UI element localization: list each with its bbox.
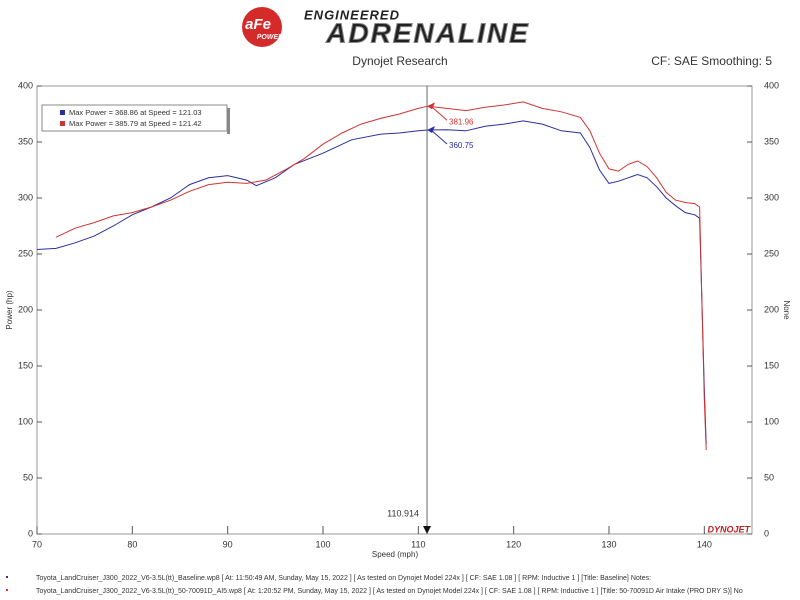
x-tick-label: 80: [127, 539, 137, 549]
x-tick-label: 100: [315, 539, 330, 549]
y-tick-label: 350: [18, 136, 33, 146]
x-tick-label: 140: [697, 539, 712, 549]
legend-swatch: [60, 121, 65, 126]
y2-tick-label: 0: [764, 528, 769, 538]
x-tick-label: 70: [32, 539, 42, 549]
legend-box: [41, 104, 228, 132]
x-tick-label: 120: [506, 539, 521, 549]
y-tick-label: 300: [18, 192, 33, 202]
footer-marker: [6, 576, 8, 578]
y2-tick-label: 350: [764, 136, 779, 146]
y2-axis-label: None: [782, 300, 791, 320]
watermark: DYNOJET: [707, 524, 751, 534]
cursor-arrow: [423, 526, 432, 534]
legend-swatch: [60, 110, 65, 115]
y-tick-label: 250: [18, 248, 33, 258]
logo-tagline: ENGINEERED: [304, 7, 400, 22]
x-axis-label: Speed (mph): [372, 550, 419, 559]
x-tick-label: 110: [411, 539, 425, 549]
y2-tick-label: 150: [764, 360, 779, 370]
y2-tick-label: 200: [764, 304, 779, 314]
cursor-leader: [430, 129, 448, 145]
y2-tick-label: 50: [764, 472, 774, 482]
y-tick-label: 150: [18, 360, 33, 370]
y2-tick-label: 300: [764, 192, 779, 202]
logo-badge: [242, 7, 282, 47]
y-tick-label: 0: [28, 528, 33, 538]
series-line: [36, 120, 707, 445]
footer-marker: [6, 589, 8, 591]
y-tick-label: 100: [18, 416, 33, 426]
y-axis-label: Power (hp): [5, 290, 14, 329]
y-tick-label: 50: [23, 472, 33, 482]
chart-subtitle: CF: SAE Smoothing: 5: [651, 54, 772, 68]
y2-tick-label: 100: [764, 416, 779, 426]
cursor-leader: [430, 105, 448, 121]
y-tick-label: 400: [18, 80, 33, 90]
y2-tick-label: 400: [764, 80, 779, 90]
legend-label: Max Power = 368.86 at Speed = 121.03: [69, 108, 202, 117]
logo-headline: ADRENALINE: [325, 17, 530, 48]
footer-line: Toyota_LandCruiser_J300_2022_V6-3.5L(tt)…: [36, 588, 743, 595]
cursor-label: 110.914: [387, 508, 419, 518]
legend-label: Max Power = 385.79 at Speed = 121.42: [69, 119, 202, 128]
y2-tick-label: 250: [764, 248, 779, 258]
cursor-marker: [427, 125, 436, 133]
legend-shadow: [227, 108, 230, 134]
footer-line: Toyota_LandCruiser_J300_2022_V6-3.5L(tt)…: [36, 575, 651, 582]
series-line: [55, 101, 707, 451]
cursor-marker: [427, 102, 436, 110]
x-tick-label: 130: [601, 539, 616, 549]
logo-brand: aFe: [245, 16, 271, 33]
chart-title: Dynojet Research: [352, 54, 447, 68]
cursor-value: 360.75: [449, 141, 474, 150]
cursor-value: 381.96: [449, 117, 474, 126]
x-tick-label: 90: [223, 539, 233, 549]
logo-brand-sub: POWER: [257, 34, 283, 41]
y-tick-label: 200: [18, 304, 33, 314]
